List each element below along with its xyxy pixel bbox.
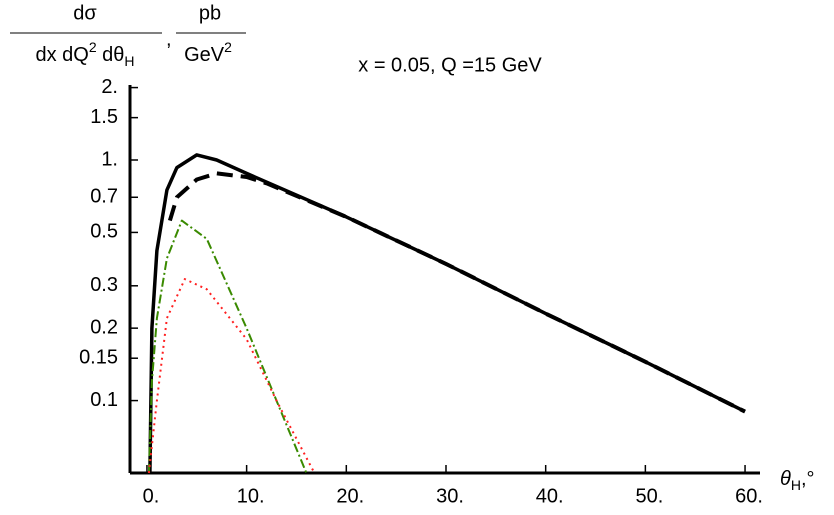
- y-tick-label: 0.15: [79, 346, 118, 368]
- unit-numerator: pb: [199, 2, 221, 24]
- y-tick-label: 2.: [101, 76, 118, 98]
- x-label: θH,°: [780, 468, 815, 492]
- text: dx dQ: [35, 44, 88, 66]
- text: dθ: [97, 44, 125, 66]
- y-tick-label: 0.5: [90, 221, 118, 243]
- text: H: [124, 53, 134, 69]
- text: θ: [780, 468, 791, 490]
- x-tick-label: 30.: [436, 485, 464, 507]
- y-tick-label: 1.: [101, 148, 118, 170]
- x-tick-label: 20.: [336, 485, 364, 507]
- x-tick-label: 40.: [536, 485, 564, 507]
- x-tick-label: 0.: [143, 485, 160, 507]
- line: [167, 171, 746, 414]
- text: 2: [89, 39, 97, 55]
- line: [147, 219, 308, 474]
- x-tick-label: 50.: [635, 485, 663, 507]
- line: [148, 153, 746, 474]
- text: GeV: [184, 44, 225, 66]
- y-tick-label: 0.7: [90, 186, 118, 208]
- y-tick-label: 0.3: [90, 274, 118, 296]
- y-tick-label: 0.2: [90, 316, 118, 338]
- y-tick-label: 0.1: [90, 389, 118, 411]
- x-tick-label: 60.: [735, 485, 763, 507]
- y-label-denominator: dx dQ2 dθH: [35, 39, 134, 69]
- x-tick-label: 10.: [237, 485, 265, 507]
- separator: ,: [166, 28, 172, 50]
- y-label-numerator: dσ: [73, 2, 97, 24]
- text: ,°: [801, 468, 815, 490]
- unit-denominator: GeV2: [184, 39, 232, 67]
- text: H: [791, 477, 801, 493]
- y-tick-label: 1.5: [90, 106, 118, 128]
- chart-title: x = 0.05, Q =15 GeV: [358, 54, 542, 76]
- text: 2: [224, 39, 232, 55]
- line: [147, 278, 316, 474]
